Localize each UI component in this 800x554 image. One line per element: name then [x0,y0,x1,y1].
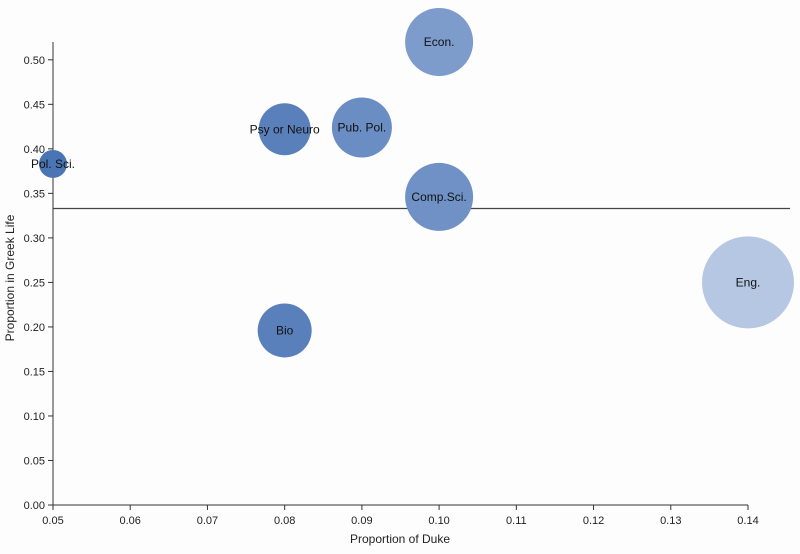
axes: 0.05 0.06 0.07 0.08 0.09 0.10 0.11 0.12 0.13 0.14… [24,42,759,527]
x-tick-label: 0.12 [583,515,604,527]
bubble-label: Psy or Neuro [250,122,320,136]
bubble [257,303,312,358]
y-tick-label: 0.45 [24,99,45,111]
bubble-label: Bio [276,323,294,337]
bubbles: Pol. Sci. Psy or Neuro Pub. Pol. Econ. Comp.… [31,8,794,358]
y-tick-label: 0.40 [24,144,45,156]
bubble [258,103,311,156]
bubble [39,149,67,178]
x-tick-label: 0.11 [506,515,527,527]
x-tick-label: 0.13 [660,515,681,527]
x-tick-label: 0.09 [351,515,372,527]
y-tick-label: 0.05 [24,455,45,467]
bubble-label: Eng. [736,275,761,289]
y-tick-label: 0.10 [24,411,45,423]
y-tick-label: 0.20 [24,322,45,334]
bubble [702,236,794,329]
y-axis-title: Proportion in Greek Life [3,214,17,341]
y-tick-label: 0.35 [24,188,45,200]
y-tick-label: 0.00 [24,500,45,512]
bubble [405,8,474,76]
y-tick-label: 0.50 [24,55,45,67]
x-tick-label: 0.10 [428,515,449,527]
bubble-label: Comp.Sci. [411,190,466,204]
bubble [331,97,392,158]
bubble-label: Pol. Sci. [31,157,75,171]
y-tick-label: 0.15 [24,366,45,378]
x-tick-label: 0.05 [42,515,63,527]
x-tick-label: 0.08 [274,515,295,527]
y-tick-label: 0.30 [24,233,45,245]
bubble [405,162,474,231]
bubble-label: Econ. [424,35,455,49]
x-tick-label: 0.14 [737,515,758,527]
x-tick-label: 0.07 [197,515,218,527]
y-tick-label: 0.25 [24,277,45,289]
x-tick-label: 0.06 [120,515,141,527]
bubble-label: Pub. Pol. [338,120,387,134]
x-axis-title: Proportion of Duke [350,532,450,546]
